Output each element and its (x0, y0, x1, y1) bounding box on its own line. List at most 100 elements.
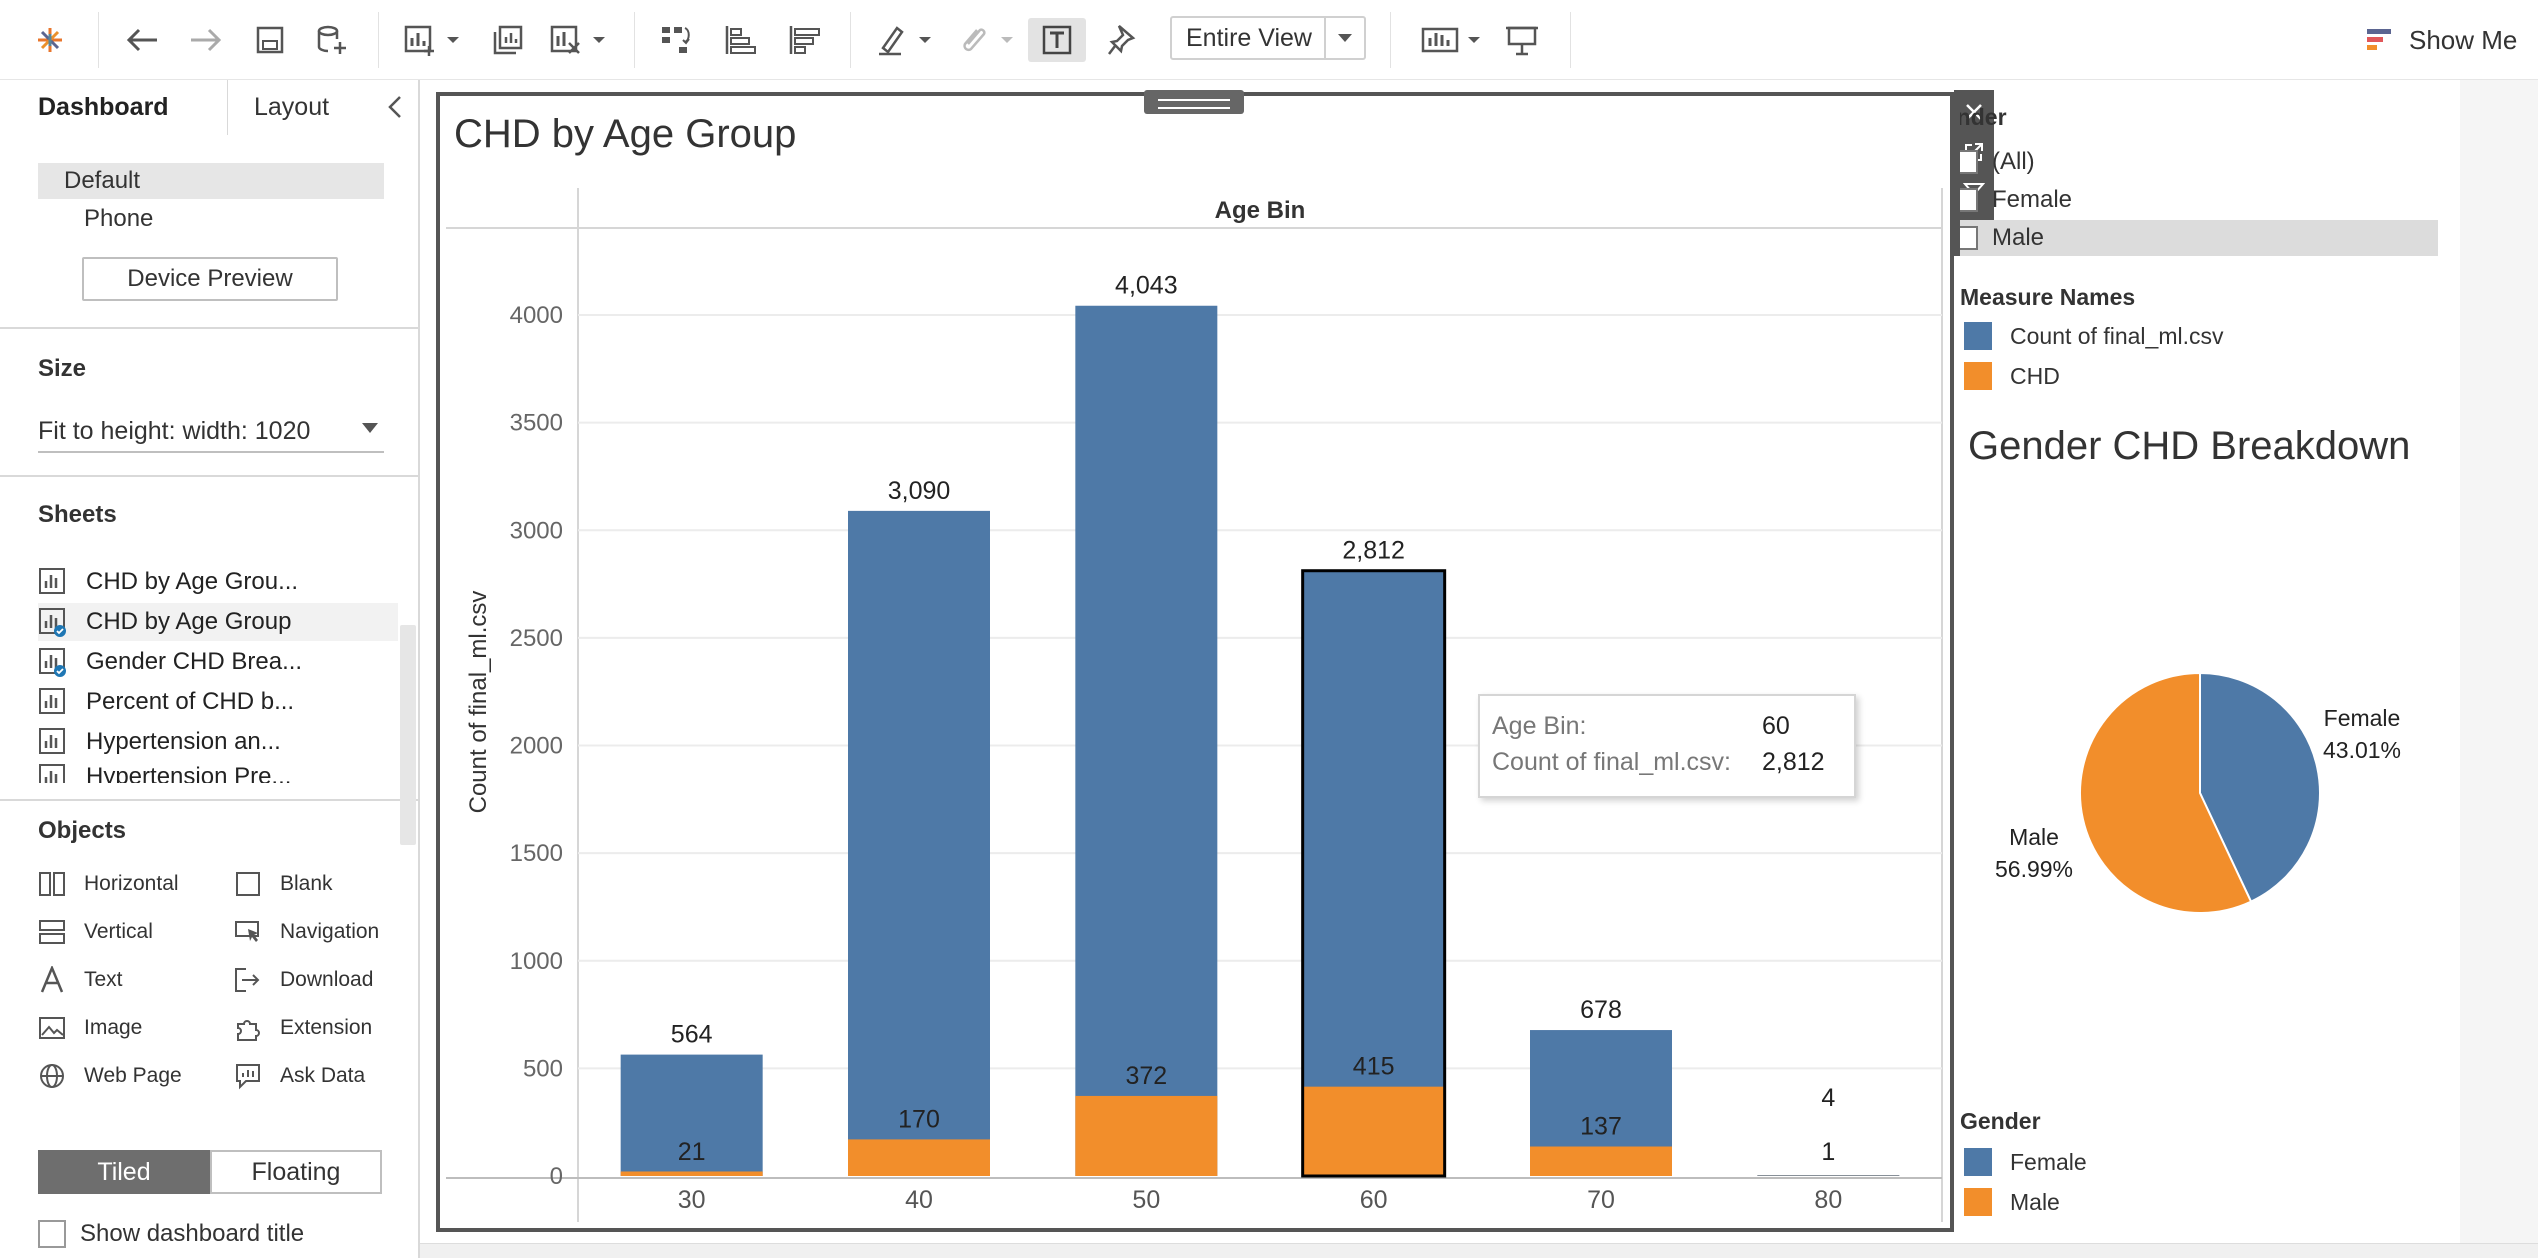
sort-descending-icon[interactable] (782, 18, 826, 62)
legend-label: CHD (2010, 362, 2060, 389)
text-icon (38, 966, 66, 994)
navigation-icon (234, 918, 262, 946)
legend-swatch (1964, 1188, 1992, 1216)
object-image[interactable]: Image (38, 1011, 142, 1045)
pin-icon[interactable] (1100, 18, 1144, 62)
save-icon[interactable] (248, 18, 292, 62)
legend-item[interactable]: Male (1964, 1184, 2060, 1220)
legend-label: Female (2010, 1148, 2087, 1175)
object-label: Web Page (84, 1064, 182, 1087)
object-extension[interactable]: Extension (234, 1011, 372, 1045)
device-preview-button[interactable]: Device Preview (82, 257, 338, 301)
group-members-icon[interactable] (952, 18, 1022, 62)
object-label: Blank (280, 872, 333, 895)
fit-view-value: Entire View (1186, 23, 1312, 52)
canvas-margin (2460, 80, 2538, 1243)
download-icon (234, 966, 262, 994)
sheet-item[interactable]: Percent of CHD b... (38, 683, 398, 721)
show-me-button[interactable]: Show Me (2365, 18, 2517, 62)
sheets-scrollbar[interactable] (400, 625, 416, 845)
vertical-container-icon (38, 918, 66, 946)
sheet-label: CHD by Age Grou... (86, 568, 299, 595)
tiled-toggle[interactable]: Tiled (38, 1150, 210, 1194)
highlight-icon[interactable] (870, 18, 940, 62)
sheet-item[interactable]: CHD by Age Group (38, 603, 398, 641)
zone-drag-handle[interactable] (1144, 90, 1244, 114)
tab-layout[interactable]: Layout (228, 80, 418, 135)
tooltip-value: 60 (1762, 712, 1790, 740)
show-title-option[interactable]: Show dashboard title (38, 1220, 304, 1248)
panel-tabs: Dashboard Layout (0, 80, 418, 135)
device-phone[interactable]: Phone (84, 205, 154, 232)
sheet-item[interactable]: Hypertension an... (38, 723, 398, 761)
device-section: Default Phone Device Preview (0, 135, 418, 329)
collapse-panel-icon[interactable] (386, 94, 404, 127)
chevron-down-icon (1324, 18, 1364, 58)
show-me-icon (2367, 29, 2391, 50)
sheet-label: Percent of CHD b... (86, 688, 295, 715)
sort-ascending-icon[interactable] (718, 18, 762, 62)
sheet-item[interactable]: CHD by Age Grou... (38, 563, 398, 601)
bar-chart-zone[interactable] (436, 92, 1954, 1232)
filter-checkbox[interactable] (1960, 188, 1978, 212)
filter-checkbox[interactable] (1960, 150, 1978, 174)
worksheet-used-icon (38, 607, 68, 637)
filter-option-label: Female (1992, 186, 2073, 213)
sheet-item[interactable]: Gender CHD Brea... (38, 643, 398, 681)
new-datasource-icon[interactable] (310, 18, 354, 62)
objects-section: Objects Horizontal Blank Vertical Naviga… (0, 801, 418, 1258)
legend-swatch (1964, 322, 1992, 350)
presentation-mode-icon[interactable] (1500, 18, 1544, 62)
object-horizontal[interactable]: Horizontal (38, 867, 179, 901)
filter-option-all[interactable]: (All) (1960, 144, 2438, 180)
legend-item[interactable]: Count of final_ml.csv (1964, 318, 2223, 354)
object-navigation[interactable]: Navigation (234, 915, 379, 949)
legend-item[interactable]: Female (1964, 1144, 2087, 1180)
object-label: Vertical (84, 920, 153, 943)
fit-view-select[interactable]: Entire View (1170, 16, 1366, 60)
sheet-label: Hypertension Pre... (86, 763, 292, 783)
sheet-label: Hypertension an... (86, 728, 281, 755)
extension-icon (234, 1014, 262, 1042)
cards-visibility-icon[interactable] (1418, 18, 1488, 62)
close-icon[interactable] (1954, 92, 1994, 132)
sheet-item[interactable]: Hypertension Pre... (38, 763, 398, 783)
object-label: Horizontal (84, 872, 179, 895)
sheets-title: Sheets (38, 501, 117, 528)
object-web-page[interactable]: Web Page (38, 1059, 182, 1093)
redo-icon[interactable] (184, 18, 228, 62)
sheet-tabs-bar (420, 1243, 2538, 1258)
tableau-logo-icon[interactable] (30, 18, 70, 62)
object-blank[interactable]: Blank (234, 867, 333, 901)
duplicate-sheet-icon[interactable] (486, 18, 530, 62)
object-ask-data[interactable]: Ask Data (234, 1059, 365, 1093)
horizontal-container-icon (38, 870, 66, 898)
show-title-checkbox[interactable] (38, 1220, 66, 1248)
worksheet-used-icon (38, 647, 68, 677)
blank-icon (234, 870, 262, 898)
tooltip-label: Count of final_ml.csv: (1492, 748, 1731, 776)
object-download[interactable]: Download (234, 963, 373, 997)
device-default[interactable]: Default (38, 163, 384, 199)
new-worksheet-icon[interactable] (398, 18, 468, 62)
object-vertical[interactable]: Vertical (38, 915, 153, 949)
tab-dashboard[interactable]: Dashboard (0, 80, 228, 135)
object-label: Text (84, 968, 123, 991)
object-text[interactable]: Text (38, 963, 123, 997)
worksheet-icon (38, 727, 68, 757)
sheet-label: CHD by Age Group (86, 608, 292, 635)
filter-checkbox[interactable] (1960, 226, 1978, 250)
pie-chart-title: Gender CHD Breakdown (1968, 424, 2411, 468)
size-title: Size (38, 355, 87, 382)
show-mark-labels-icon[interactable] (1028, 18, 1086, 62)
floating-toggle[interactable]: Floating (210, 1150, 382, 1194)
undo-icon[interactable] (120, 18, 164, 62)
object-label: Ask Data (280, 1064, 366, 1087)
clear-sheet-icon[interactable] (544, 18, 614, 62)
filter-option-male[interactable]: Male (1960, 220, 2438, 256)
legend-item[interactable]: CHD (1964, 358, 2060, 394)
swap-icon[interactable] (654, 18, 698, 62)
size-select[interactable]: Fit to height: width: 1020 (38, 411, 384, 453)
filter-option-female[interactable]: Female (1960, 182, 2438, 218)
gender-legend-title: Gender (1960, 1108, 2041, 1134)
